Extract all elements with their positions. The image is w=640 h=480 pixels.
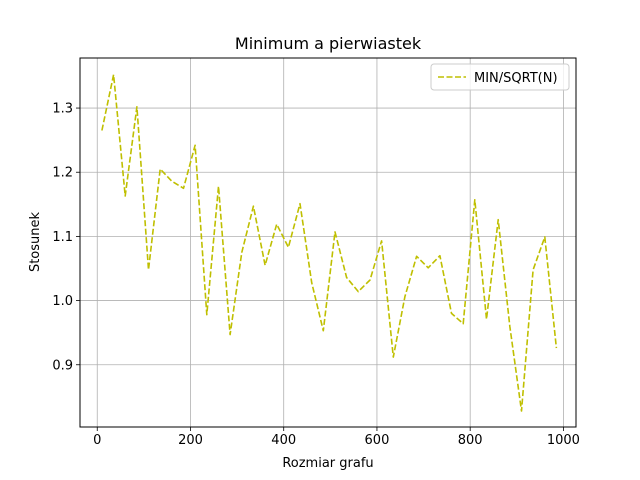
legend: MIN/SQRT(N): [430, 63, 570, 91]
y-tick-label: 1.2: [52, 166, 73, 181]
y-axis-ticks: 0.9 1.0 1.1 1.2 1.3: [52, 102, 80, 373]
series-layer: [101, 73, 558, 412]
y-tick-label: 0.9: [52, 358, 73, 373]
legend-label: MIN/SQRT(N): [474, 71, 558, 86]
x-tick-label: 600: [365, 433, 390, 448]
x-tick-label: 800: [458, 433, 483, 448]
y-tick-label: 1.3: [52, 102, 73, 117]
x-tick-label: 200: [178, 433, 203, 448]
x-tick-label: 0: [93, 433, 101, 448]
legend-box: [430, 63, 570, 91]
x-tick-label: 1000: [547, 433, 580, 448]
plot-frame: [79, 57, 577, 428]
grid: [80, 58, 576, 427]
series-line: [101, 73, 558, 412]
x-axis-label: Rozmiar grafu: [282, 456, 373, 471]
x-axis-ticks: 0 200 400 600 800 1000: [93, 427, 580, 448]
x-tick-label: 400: [271, 433, 296, 448]
chart-title: Minimum a pierwiastek: [235, 34, 422, 53]
y-axis-label: Stosunek: [28, 211, 43, 272]
y-tick-label: 1.0: [52, 294, 73, 309]
y-tick-label: 1.1: [52, 230, 73, 245]
